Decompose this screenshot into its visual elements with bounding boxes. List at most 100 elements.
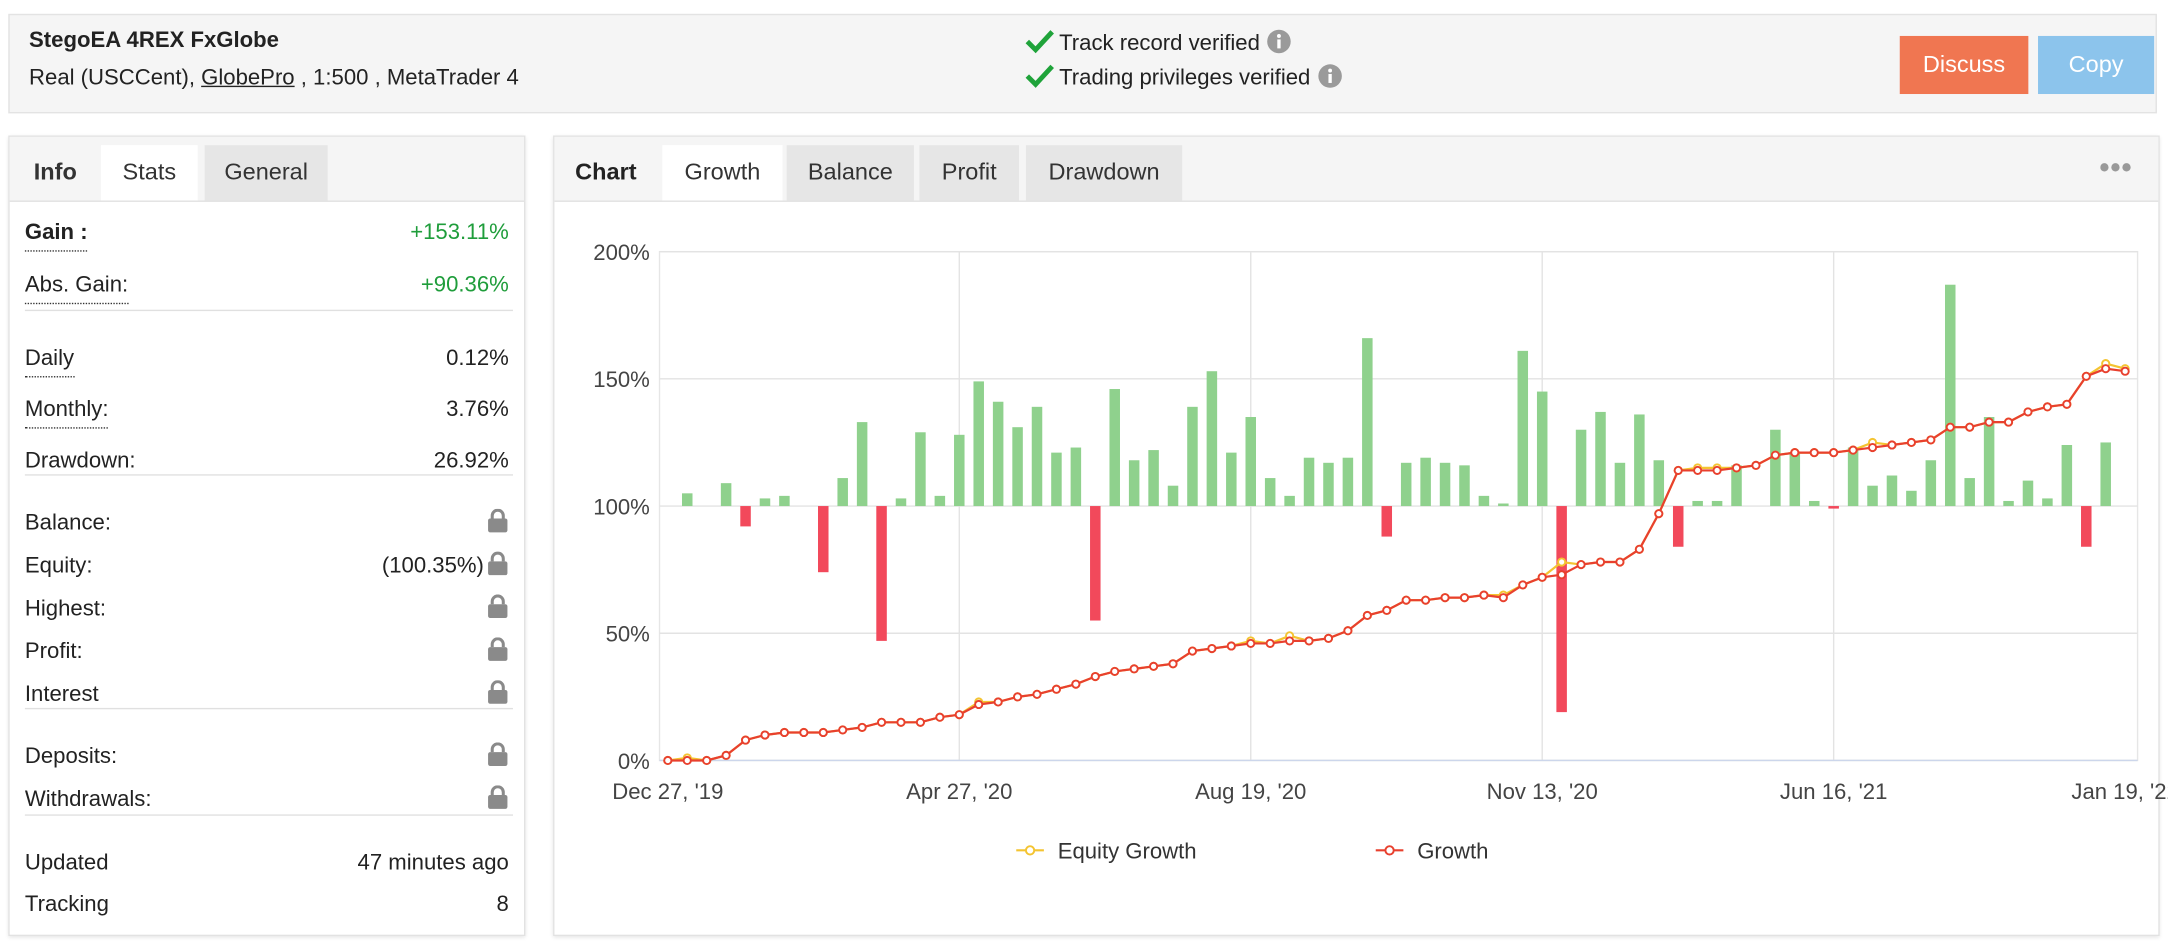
x-tick-label: Apr 27, '20: [906, 779, 1012, 804]
point: [857, 722, 867, 732]
bar: [1167, 485, 1179, 507]
stat-row: Drawdown: 26.92%: [25, 445, 509, 478]
lock-icon: [488, 508, 508, 533]
bar: [1692, 500, 1703, 507]
point: [1013, 692, 1023, 702]
tab[interactable]: Growth: [662, 145, 783, 201]
bar: [1206, 371, 1218, 507]
point: [1809, 448, 1819, 458]
tab[interactable]: Profit: [919, 145, 1020, 201]
y-tick-label: 50%: [606, 622, 650, 647]
bar: [1983, 417, 1995, 507]
point: [1829, 448, 1839, 458]
tab[interactable]: Stats: [100, 145, 198, 201]
menu-icon[interactable]: [2100, 162, 2133, 173]
point: [1110, 666, 1120, 676]
stat-value-wrap: +90.36%: [421, 270, 509, 303]
broker-link[interactable]: GlobePro: [201, 66, 295, 90]
stat-row: Deposits:: [25, 741, 509, 774]
point: [2062, 399, 2072, 409]
lock-icon: [488, 742, 508, 766]
lock-icon: [488, 680, 508, 704]
point: [1440, 593, 1450, 603]
verification: Track record verified: [1025, 29, 1292, 59]
system-title: StegoEA 4REX FxGlobe: [29, 29, 279, 53]
point: [1673, 465, 1683, 475]
stat-row: Updated 47 minutes ago: [25, 848, 509, 881]
bar: [1109, 389, 1120, 507]
bar: [1595, 411, 1606, 507]
x-tick-label: Jan 19, '22: [2071, 779, 2168, 804]
copy-button[interactable]: Copy: [2038, 35, 2155, 95]
stat-label: Abs. Gain:: [24, 270, 129, 305]
bar: [681, 493, 693, 507]
divider: [24, 814, 513, 816]
point: [721, 750, 731, 760]
bar: [2022, 480, 2034, 507]
bar: [720, 483, 732, 507]
bar: [1245, 417, 1256, 507]
bar: [1653, 460, 1665, 507]
check-icon: [1025, 64, 1054, 88]
stat-row: Daily 0.12%: [24, 343, 509, 378]
point: [1051, 684, 1061, 694]
point: [1557, 570, 1567, 580]
point: [974, 699, 984, 710]
stat-label: Equity:: [24, 554, 93, 578]
point: [1343, 626, 1353, 636]
point: [1518, 580, 1528, 590]
point: [1595, 557, 1606, 567]
point: [2003, 417, 2014, 427]
stat-label: Drawdown:: [24, 449, 136, 473]
point: [740, 735, 751, 745]
point: [1304, 636, 1314, 646]
bar: [1498, 503, 1509, 507]
bar: [1945, 284, 1956, 507]
point: [1382, 605, 1392, 615]
header: StegoEA 4REX FxGlobe Real (USCCent), Glo…: [8, 13, 2157, 114]
info-icon: [1267, 29, 1292, 54]
stat-label: Updated: [24, 851, 109, 876]
point: [1906, 437, 1916, 448]
point: [1731, 463, 1742, 473]
point: [1498, 593, 1508, 603]
point: [2120, 366, 2130, 376]
point: [1984, 417, 1994, 427]
stat-label: Gain :: [24, 217, 88, 252]
stat-value-wrap: 47 minutes ago: [358, 848, 509, 881]
account-info: Real (USCCent), GlobePro , 1:500 , MetaT…: [29, 66, 519, 91]
point: [1634, 544, 1644, 554]
bar: [1886, 475, 1898, 507]
bar: [1770, 429, 1781, 507]
bar: [973, 381, 984, 507]
bar: [1381, 506, 1393, 537]
discuss-button[interactable]: Discuss: [1899, 35, 2029, 95]
tab[interactable]: Balance: [786, 145, 914, 201]
bar: [1925, 460, 1937, 507]
bar: [1614, 462, 1626, 507]
bar: [1420, 457, 1431, 507]
lock-icon: [488, 637, 508, 661]
stat-value: 8: [496, 893, 509, 917]
point: [1654, 509, 1664, 519]
bar: [1051, 452, 1062, 507]
tab[interactable]: General: [204, 145, 328, 201]
bar: [2061, 444, 2073, 507]
stat-row: Profit:: [25, 636, 509, 669]
point: [1032, 689, 1042, 699]
tab[interactable]: Drawdown: [1025, 145, 1183, 201]
point: [896, 717, 906, 727]
info-icon: [1317, 64, 1342, 88]
tab[interactable]: Info: [33, 159, 77, 186]
y-tick-label: 200%: [593, 240, 650, 265]
stat-label: Highest:: [24, 597, 107, 621]
bar: [1439, 462, 1451, 507]
bar: [1964, 478, 1975, 507]
point: [818, 727, 828, 738]
stat-row: Tracking 8: [25, 889, 509, 922]
point: [1615, 557, 1625, 567]
stat-value-wrap: [484, 507, 509, 540]
verification: Trading privileges verified: [1025, 64, 1343, 94]
